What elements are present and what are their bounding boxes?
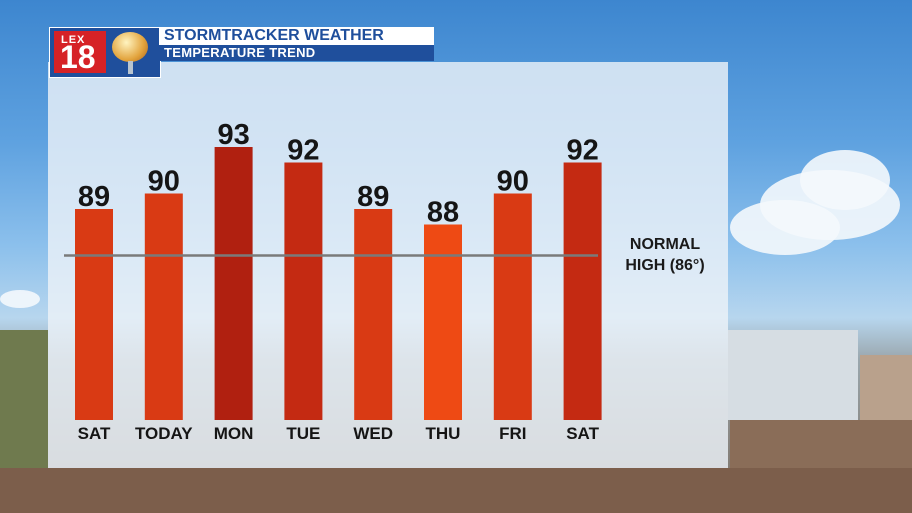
value-label: 92 — [566, 135, 598, 167]
tower-icon — [128, 61, 133, 74]
station-logo: LEX 18 — [49, 27, 161, 78]
graphic-subtitle: TEMPERATURE TREND — [159, 45, 434, 61]
normal-label-line2: HIGH (86°) — [625, 257, 705, 274]
bar-tue-3 — [284, 162, 323, 420]
title-stormtracker: STORMTRACKER — [164, 27, 300, 44]
value-label: 93 — [217, 119, 249, 151]
building — [860, 355, 912, 425]
bar-fri-6 — [493, 193, 532, 420]
bar-today-1 — [144, 193, 183, 420]
cloud — [800, 150, 890, 210]
logo-lex-text: LEX — [61, 34, 86, 46]
normal-label-line1: NORMAL — [629, 236, 701, 253]
category-label: TUE — [286, 424, 320, 443]
category-label: MON — [214, 424, 254, 443]
value-label: 92 — [287, 135, 319, 167]
cloud — [730, 200, 840, 255]
logo-number-text: 18 — [60, 39, 96, 75]
cloud — [0, 290, 40, 308]
category-label: TODAY — [135, 424, 193, 443]
bar-thu-5 — [424, 224, 462, 420]
value-label: 90 — [497, 166, 529, 198]
value-label: 89 — [357, 181, 389, 213]
title-weather: WEATHER — [304, 27, 384, 44]
value-label: 90 — [148, 166, 180, 198]
graphic-title: STORMTRACKER WEATHER — [159, 27, 434, 45]
bar-wed-4 — [354, 209, 393, 420]
category-label: FRI — [499, 424, 526, 443]
bar-mon-2 — [214, 147, 253, 420]
category-label: SAT — [566, 424, 599, 443]
radar-globe-icon — [112, 32, 148, 62]
value-label: 88 — [427, 197, 459, 229]
normal-high-label: NORMAL HIGH (86°) — [600, 234, 730, 276]
category-label: WED — [353, 424, 393, 443]
building — [728, 330, 858, 420]
bar-sat-0 — [75, 209, 113, 420]
rooftops — [0, 468, 912, 513]
value-label: 89 — [78, 181, 110, 213]
bar-sat-7 — [563, 162, 602, 420]
logo-badge: LEX 18 — [54, 31, 106, 73]
category-label: THU — [426, 424, 461, 443]
category-label: SAT — [78, 424, 111, 443]
